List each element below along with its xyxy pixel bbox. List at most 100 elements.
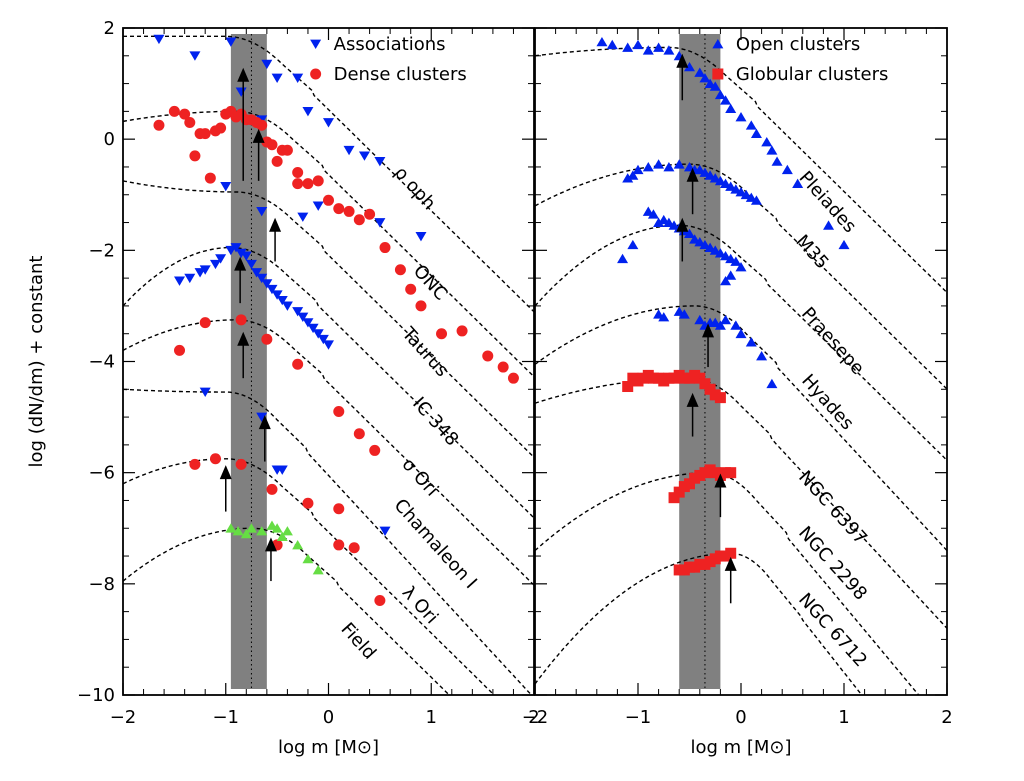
arrow-head bbox=[676, 217, 689, 232]
x-tick-label: −2 bbox=[110, 707, 137, 728]
data-point bbox=[271, 290, 283, 300]
data-point bbox=[658, 312, 670, 322]
arrow-head bbox=[686, 167, 699, 182]
legend-marker bbox=[712, 68, 724, 80]
data-point bbox=[281, 301, 293, 311]
data-point bbox=[735, 111, 747, 122]
data-point bbox=[766, 378, 778, 389]
plot-frame bbox=[122, 27, 535, 696]
data-point bbox=[673, 159, 685, 169]
data-point bbox=[379, 526, 391, 536]
data-point bbox=[678, 309, 690, 319]
data-point bbox=[507, 372, 519, 384]
data-point bbox=[415, 300, 427, 312]
fit-curve bbox=[535, 305, 947, 551]
data-point bbox=[276, 531, 288, 541]
data-point bbox=[240, 251, 252, 261]
data-point bbox=[823, 220, 835, 230]
x-tick-label: 0 bbox=[323, 707, 334, 728]
data-point bbox=[781, 164, 793, 175]
data-point bbox=[312, 201, 324, 211]
curve-label: Praesepe bbox=[797, 303, 868, 379]
data-point bbox=[348, 542, 360, 554]
curve-label: σ Ori bbox=[398, 454, 443, 501]
x-axis-label: log m [M⊙] bbox=[278, 737, 379, 758]
data-point bbox=[405, 283, 417, 295]
data-point bbox=[704, 383, 716, 395]
data-point bbox=[647, 209, 659, 219]
data-point bbox=[189, 51, 201, 61]
data-point bbox=[730, 320, 742, 330]
fit-curve bbox=[535, 224, 947, 461]
data-point bbox=[297, 212, 309, 222]
data-point bbox=[622, 42, 634, 52]
data-point bbox=[281, 144, 293, 156]
y-tick-label: 0 bbox=[104, 129, 115, 150]
data-point bbox=[497, 361, 509, 373]
arrow-head bbox=[269, 217, 282, 232]
data-point bbox=[261, 279, 273, 289]
arrow-head bbox=[237, 331, 250, 346]
data-point bbox=[302, 318, 314, 328]
curve-label: IC 348 bbox=[408, 393, 462, 450]
y-tick-label: 2 bbox=[104, 18, 115, 39]
x-tick-label: 2 bbox=[941, 707, 952, 728]
data-point bbox=[333, 503, 345, 515]
data-point bbox=[725, 103, 737, 113]
fit-curve bbox=[123, 246, 534, 519]
data-point bbox=[271, 465, 283, 475]
data-point bbox=[792, 178, 804, 189]
data-point bbox=[720, 275, 732, 286]
data-point bbox=[720, 95, 732, 105]
curve-label: ρ oph bbox=[390, 162, 440, 214]
legend-marker bbox=[310, 39, 322, 49]
data-point bbox=[694, 314, 706, 325]
data-point bbox=[292, 307, 304, 317]
data-point bbox=[653, 159, 665, 169]
arrow-head bbox=[714, 473, 727, 488]
legend-label: Dense clusters bbox=[334, 64, 467, 85]
fit-curve bbox=[535, 377, 947, 629]
data-point bbox=[302, 553, 314, 564]
data-point bbox=[627, 239, 639, 250]
data-point bbox=[709, 81, 721, 91]
data-point bbox=[358, 151, 370, 161]
data-point bbox=[302, 106, 314, 117]
data-point bbox=[653, 42, 665, 52]
data-point bbox=[694, 372, 706, 384]
data-point bbox=[642, 45, 654, 55]
x-tick-label: 1 bbox=[838, 707, 849, 728]
curve-label: Hyades bbox=[797, 370, 858, 434]
arrow-head bbox=[702, 323, 715, 338]
data-point bbox=[184, 273, 196, 284]
data-point bbox=[699, 73, 711, 83]
data-point bbox=[750, 128, 762, 139]
data-point bbox=[415, 232, 427, 242]
plot-frame bbox=[534, 27, 948, 696]
data-point bbox=[174, 344, 186, 356]
data-point bbox=[622, 381, 634, 393]
data-point bbox=[632, 164, 644, 175]
data-point bbox=[307, 323, 319, 334]
arrow-head bbox=[686, 392, 699, 407]
data-point bbox=[256, 412, 268, 423]
x-tick-label: 1 bbox=[426, 707, 437, 728]
data-point bbox=[364, 208, 376, 220]
arrow-head bbox=[258, 415, 271, 430]
data-point bbox=[261, 333, 273, 345]
data-point bbox=[353, 214, 365, 226]
y-tick-label: −10 bbox=[77, 685, 115, 706]
data-point bbox=[266, 284, 278, 295]
x-tick-label: −2 bbox=[522, 707, 549, 728]
y-tick-label: −8 bbox=[88, 574, 115, 595]
fit-curve bbox=[123, 180, 534, 458]
data-point bbox=[215, 254, 227, 264]
data-point bbox=[153, 119, 165, 131]
data-point bbox=[745, 120, 757, 130]
data-point bbox=[694, 67, 706, 77]
data-point bbox=[374, 218, 386, 228]
data-point bbox=[189, 458, 201, 470]
y-tick-label: −2 bbox=[88, 240, 115, 261]
